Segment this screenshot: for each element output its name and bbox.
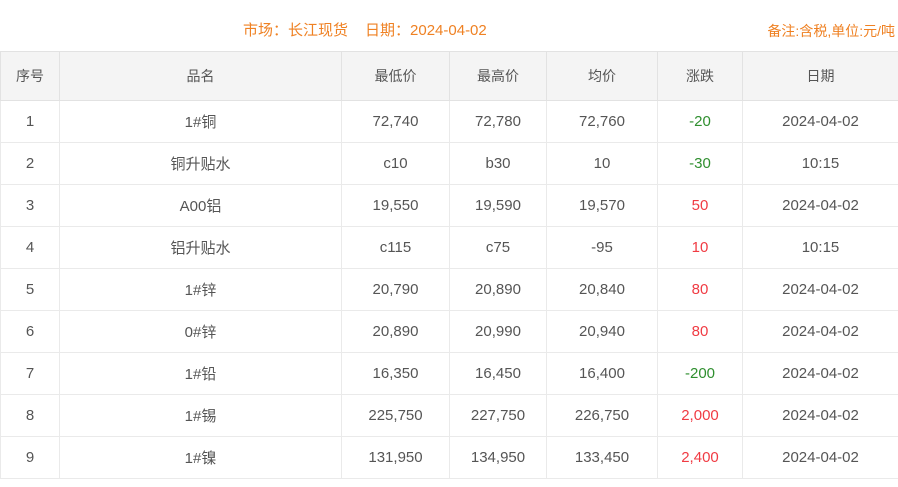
cell-date: 2024-04-02 bbox=[742, 436, 898, 479]
col-header-date: 日期 bbox=[742, 51, 898, 101]
cell-avg-price: 72,760 bbox=[546, 100, 658, 143]
cell-high-price: 72,780 bbox=[449, 100, 547, 143]
change-value: -20 bbox=[689, 113, 711, 130]
cell-date: 2024-04-02 bbox=[742, 352, 898, 395]
table-row: 8 1#锡 225,750 227,750 226,750 2,000 2024… bbox=[0, 394, 898, 437]
table-row: 5 1#锌 20,790 20,890 20,840 80 2024-04-02 bbox=[0, 268, 898, 311]
cell-high-price: 227,750 bbox=[449, 394, 547, 437]
col-header-index: 序号 bbox=[0, 51, 60, 101]
cell-avg-price: 133,450 bbox=[546, 436, 658, 479]
cell-low-price: 19,550 bbox=[341, 184, 450, 227]
cell-product: A00铝 bbox=[59, 184, 342, 227]
cell-avg-price: 226,750 bbox=[546, 394, 658, 437]
cell-index: 9 bbox=[0, 436, 60, 479]
col-header-high: 最高价 bbox=[449, 51, 547, 101]
cell-avg-price: 19,570 bbox=[546, 184, 658, 227]
cell-date: 2024-04-02 bbox=[742, 100, 898, 143]
cell-high-price: 134,950 bbox=[449, 436, 547, 479]
page-header: 市场：长江现货 日期：2024-04-02 备注:含税,单位:元/吨 bbox=[0, 0, 898, 51]
cell-avg-price: 10 bbox=[546, 142, 658, 185]
cell-high-price: 20,890 bbox=[449, 268, 547, 311]
table-row: 9 1#镍 131,950 134,950 133,450 2,400 2024… bbox=[0, 436, 898, 479]
market-label: 市场：长江现货 bbox=[243, 22, 349, 39]
cell-date: 2024-04-02 bbox=[742, 268, 898, 311]
cell-high-price: 16,450 bbox=[449, 352, 547, 395]
change-value: 80 bbox=[691, 323, 709, 340]
cell-change: 2,400 bbox=[657, 436, 743, 479]
cell-change: 80 bbox=[657, 268, 743, 311]
cell-high-price: 20,990 bbox=[449, 310, 547, 353]
cell-low-price: 72,740 bbox=[341, 100, 450, 143]
market-date-label: 市场：长江现货 日期：2024-04-02 bbox=[243, 21, 487, 41]
cell-low-price: 225,750 bbox=[341, 394, 450, 437]
cell-change: -30 bbox=[657, 142, 743, 185]
change-value: 2,000 bbox=[681, 407, 719, 424]
price-table: 序号 品名 最低价 最高价 均价 涨跌 日期 1 1#铜 72,740 72,7… bbox=[0, 51, 898, 479]
cell-low-price: c10 bbox=[341, 142, 450, 185]
change-value: -200 bbox=[684, 365, 716, 382]
cell-date: 2024-04-02 bbox=[742, 310, 898, 353]
table-row: 4 铝升贴水 c115 c75 -95 10 10:15 bbox=[0, 226, 898, 269]
cell-change: 80 bbox=[657, 310, 743, 353]
cell-change: 50 bbox=[657, 184, 743, 227]
cell-low-price: 16,350 bbox=[341, 352, 450, 395]
cell-low-price: c115 bbox=[341, 226, 450, 269]
col-header-change: 涨跌 bbox=[657, 51, 743, 101]
cell-product: 1#铅 bbox=[59, 352, 342, 395]
cell-date: 10:15 bbox=[742, 226, 898, 269]
cell-change: -20 bbox=[657, 100, 743, 143]
cell-date: 2024-04-02 bbox=[742, 184, 898, 227]
cell-avg-price: 20,940 bbox=[546, 310, 658, 353]
cell-product: 1#锌 bbox=[59, 268, 342, 311]
cell-product: 铜升贴水 bbox=[59, 142, 342, 185]
change-value: 2,400 bbox=[681, 449, 719, 466]
cell-low-price: 131,950 bbox=[341, 436, 450, 479]
table-row: 3 A00铝 19,550 19,590 19,570 50 2024-04-0… bbox=[0, 184, 898, 227]
col-header-low: 最低价 bbox=[341, 51, 450, 101]
col-header-product: 品名 bbox=[59, 51, 342, 101]
cell-index: 2 bbox=[0, 142, 60, 185]
change-value: -30 bbox=[689, 155, 711, 172]
cell-change: 10 bbox=[657, 226, 743, 269]
cell-product: 1#镍 bbox=[59, 436, 342, 479]
cell-index: 5 bbox=[0, 268, 60, 311]
cell-date: 10:15 bbox=[742, 142, 898, 185]
table-row: 1 1#铜 72,740 72,780 72,760 -20 2024-04-0… bbox=[0, 100, 898, 143]
cell-index: 3 bbox=[0, 184, 60, 227]
cell-product: 0#锌 bbox=[59, 310, 342, 353]
cell-high-price: b30 bbox=[449, 142, 547, 185]
cell-index: 8 bbox=[0, 394, 60, 437]
date-label: 日期：2024-04-02 bbox=[365, 22, 487, 39]
cell-index: 1 bbox=[0, 100, 60, 143]
change-value: 10 bbox=[691, 239, 709, 256]
cell-index: 4 bbox=[0, 226, 60, 269]
cell-low-price: 20,790 bbox=[341, 268, 450, 311]
remark-label: 备注:含税,单位:元/吨 bbox=[767, 23, 895, 39]
cell-high-price: 19,590 bbox=[449, 184, 547, 227]
table-header-row: 序号 品名 最低价 最高价 均价 涨跌 日期 bbox=[0, 51, 898, 101]
cell-avg-price: 20,840 bbox=[546, 268, 658, 311]
table-row: 6 0#锌 20,890 20,990 20,940 80 2024-04-02 bbox=[0, 310, 898, 353]
cell-change: 2,000 bbox=[657, 394, 743, 437]
cell-product: 1#铜 bbox=[59, 100, 342, 143]
cell-index: 7 bbox=[0, 352, 60, 395]
cell-product: 铝升贴水 bbox=[59, 226, 342, 269]
cell-product: 1#锡 bbox=[59, 394, 342, 437]
table-row: 2 铜升贴水 c10 b30 10 -30 10:15 bbox=[0, 142, 898, 185]
change-value: 50 bbox=[691, 197, 709, 214]
cell-avg-price: 16,400 bbox=[546, 352, 658, 395]
cell-index: 6 bbox=[0, 310, 60, 353]
cell-change: -200 bbox=[657, 352, 743, 395]
cell-low-price: 20,890 bbox=[341, 310, 450, 353]
col-header-avg: 均价 bbox=[546, 51, 658, 101]
cell-avg-price: -95 bbox=[546, 226, 658, 269]
cell-high-price: c75 bbox=[449, 226, 547, 269]
table-row: 7 1#铅 16,350 16,450 16,400 -200 2024-04-… bbox=[0, 352, 898, 395]
change-value: 80 bbox=[691, 281, 709, 298]
cell-date: 2024-04-02 bbox=[742, 394, 898, 437]
